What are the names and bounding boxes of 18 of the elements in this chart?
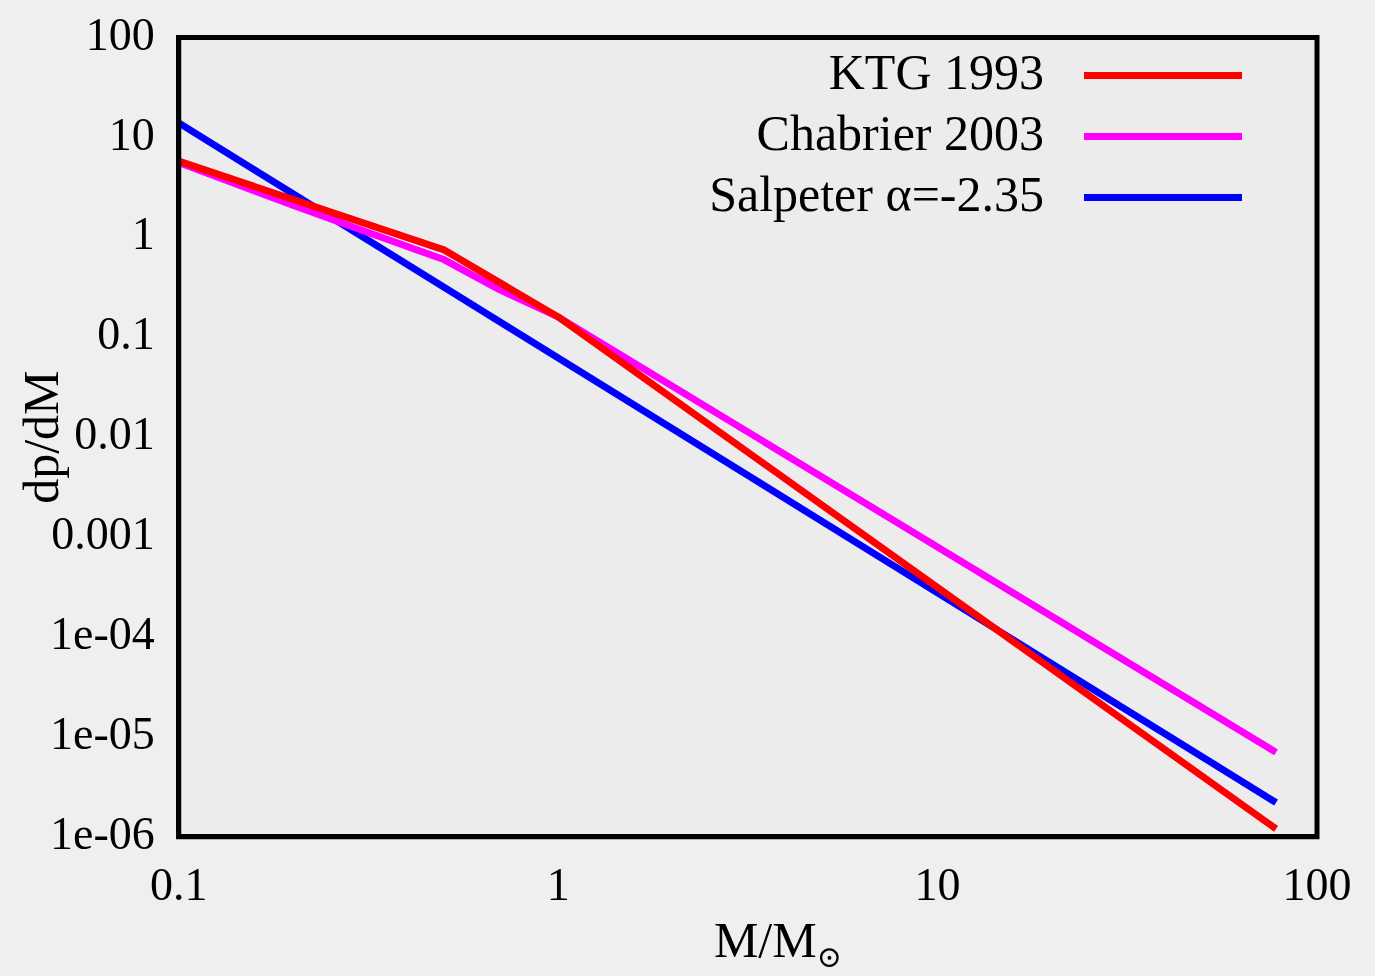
x-tick-label: 1	[546, 859, 570, 911]
y-tick-label: 10	[108, 108, 155, 160]
y-tick-label: 0.01	[74, 408, 155, 460]
x-tick-label: 100	[1282, 859, 1352, 911]
legend-label: KTG 1993	[828, 43, 1044, 100]
y-axis-title: dp/dM	[13, 370, 70, 504]
y-tick-label: 1e-04	[49, 608, 155, 660]
y-tick-label: 1e-05	[49, 707, 155, 759]
legend-label: Salpeter α=-2.35	[709, 165, 1044, 222]
x-tick-label: 0.1	[149, 859, 208, 911]
y-tick-label: 0.1	[97, 308, 155, 360]
y-tick-label: 0.001	[51, 508, 155, 560]
y-tick-label: 1	[131, 208, 155, 260]
y-tick-label: 1e-06	[49, 807, 155, 859]
legend-label: Chabrier 2003	[756, 104, 1044, 161]
x-axis-title: M/M⊙	[713, 912, 842, 973]
y-tick-label: 100	[85, 8, 155, 60]
x-tick-label: 10	[914, 859, 961, 911]
